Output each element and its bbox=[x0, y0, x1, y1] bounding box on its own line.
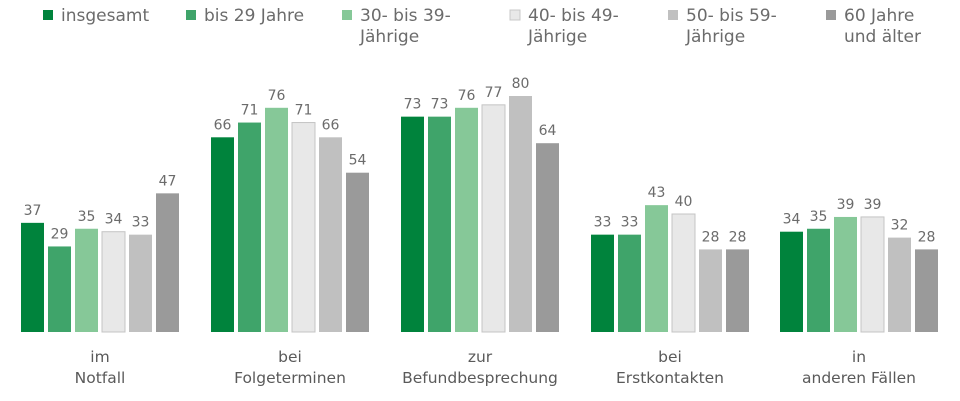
bar-series-2-cat-4 bbox=[618, 234, 641, 332]
value-label-series-6-cat-5: 28 bbox=[918, 229, 936, 245]
value-label-series-6-cat-3: 64 bbox=[539, 123, 557, 139]
value-label-series-1-cat-2: 66 bbox=[214, 117, 232, 133]
value-label-series-4-cat-2: 71 bbox=[295, 103, 313, 119]
legend-label-4-line-2: Jährige bbox=[527, 27, 587, 47]
value-label-series-2-cat-5: 35 bbox=[810, 209, 828, 225]
bar-series-4-cat-2 bbox=[291, 122, 316, 333]
bar-series-4-cat-4 bbox=[671, 213, 696, 333]
bar-series-3-cat-4 bbox=[645, 205, 668, 332]
legend-label-5-line-1: 50- bis 59- bbox=[686, 6, 777, 26]
value-label-series-2-cat-4: 33 bbox=[621, 215, 639, 231]
bar-series-6-cat-1 bbox=[156, 193, 179, 332]
category-label-2-line-1: bei bbox=[278, 348, 302, 366]
bar-series-6-cat-3 bbox=[536, 143, 559, 332]
value-label-series-3-cat-3: 76 bbox=[458, 88, 476, 104]
bar-series-3-cat-3 bbox=[455, 107, 478, 332]
legend-swatch-1 bbox=[43, 10, 53, 20]
bar-series-2-cat-5 bbox=[807, 228, 830, 332]
bar-series-6-cat-5 bbox=[915, 249, 938, 332]
category-label-5-line-1: in bbox=[852, 348, 866, 366]
legend-label-5-line-2: Jährige bbox=[685, 27, 745, 47]
legend-label-6-line-1: 60 Jahre bbox=[844, 6, 914, 26]
value-label-series-1-cat-5: 34 bbox=[783, 212, 801, 228]
bar-series-4-cat-3 bbox=[481, 104, 506, 333]
value-label-series-1-cat-3: 73 bbox=[404, 97, 422, 113]
legend: insgesamt bis 29 Jahre 30- bis 39-Jährige4… bbox=[43, 6, 921, 47]
value-label-series-5-cat-2: 66 bbox=[322, 117, 340, 133]
legend-label-3-line-1: 30- bis 39- bbox=[360, 6, 451, 26]
bar-series-3-cat-5 bbox=[834, 216, 857, 332]
bar-series-1-cat-4 bbox=[591, 234, 614, 332]
value-label-series-6-cat-1: 47 bbox=[159, 173, 177, 189]
value-label-series-2-cat-3: 73 bbox=[431, 97, 449, 113]
bar-series-2-cat-1 bbox=[48, 246, 71, 332]
bar-series-6-cat-2 bbox=[346, 172, 369, 332]
bar-series-1-cat-5 bbox=[780, 231, 803, 332]
value-label-series-3-cat-1: 35 bbox=[78, 209, 96, 225]
value-label-series-5-cat-5: 32 bbox=[891, 218, 909, 234]
value-label-series-6-cat-2: 54 bbox=[349, 153, 367, 169]
bar-series-3-cat-1 bbox=[75, 228, 98, 332]
bar-series-6-cat-4 bbox=[726, 249, 749, 332]
bars bbox=[21, 96, 938, 333]
value-label-series-3-cat-4: 43 bbox=[648, 185, 666, 201]
legend-label-6-line-2: und älter bbox=[844, 27, 921, 47]
bar-series-5-cat-3 bbox=[509, 96, 532, 332]
value-label-series-2-cat-1: 29 bbox=[51, 226, 69, 242]
value-label-series-3-cat-2: 76 bbox=[268, 88, 286, 104]
value-label-series-4-cat-5: 39 bbox=[864, 197, 882, 213]
value-label-series-6-cat-4: 28 bbox=[729, 229, 747, 245]
value-labels: 37 66 73 33 34 29 71 73 33 35 35 76 76 43 39 34 71 77 40 39… bbox=[24, 76, 936, 245]
value-label-series-5-cat-3: 80 bbox=[512, 76, 530, 92]
legend-label-4-line-1: 40- bis 49- bbox=[528, 6, 619, 26]
category-label-4-line-2: Erstkontakten bbox=[616, 369, 724, 387]
legend-label-1-line-1: insgesamt bbox=[61, 6, 149, 26]
bar-series-1-cat-1 bbox=[21, 222, 44, 332]
bar-series-5-cat-1 bbox=[129, 234, 152, 332]
value-label-series-3-cat-5: 39 bbox=[837, 197, 855, 213]
category-label-3-line-1: zur bbox=[468, 348, 493, 366]
value-label-series-1-cat-1: 37 bbox=[24, 203, 42, 219]
legend-swatch-6 bbox=[826, 10, 836, 20]
bar-series-1-cat-3 bbox=[401, 116, 424, 333]
legend-swatch-2 bbox=[186, 10, 196, 20]
bar-series-1-cat-2 bbox=[211, 137, 234, 332]
value-label-series-4-cat-1: 34 bbox=[105, 212, 123, 228]
bar-series-4-cat-5 bbox=[860, 216, 885, 333]
category-label-5-line-2: anderen Fällen bbox=[802, 369, 916, 387]
bar-series-5-cat-4 bbox=[699, 249, 722, 332]
value-label-series-1-cat-4: 33 bbox=[594, 215, 612, 231]
bar-series-3-cat-2 bbox=[265, 107, 288, 332]
legend-label-2-line-1: bis 29 Jahre bbox=[204, 6, 304, 26]
bar-series-2-cat-3 bbox=[428, 116, 451, 333]
bar-series-2-cat-2 bbox=[238, 122, 261, 332]
legend-swatch-5 bbox=[668, 10, 678, 20]
value-label-series-4-cat-4: 40 bbox=[675, 194, 693, 210]
category-label-3-line-2: Befundbesprechung bbox=[402, 369, 558, 387]
legend-swatch-3 bbox=[342, 10, 352, 20]
value-label-series-5-cat-4: 28 bbox=[702, 229, 720, 245]
value-label-series-5-cat-1: 33 bbox=[132, 215, 150, 231]
legend-label-3-line-2: Jährige bbox=[359, 27, 419, 47]
bar-series-5-cat-2 bbox=[319, 137, 342, 332]
bar-series-5-cat-5 bbox=[888, 237, 911, 332]
legend-swatch-4 bbox=[509, 9, 521, 21]
value-label-series-2-cat-2: 71 bbox=[241, 103, 259, 119]
bar-series-4-cat-1 bbox=[101, 231, 126, 333]
category-label-1-line-1: im bbox=[90, 348, 109, 366]
category-label-1-line-2: Notfall bbox=[75, 369, 126, 387]
value-label-series-4-cat-3: 77 bbox=[485, 85, 503, 101]
category-label-4-line-1: bei bbox=[658, 348, 682, 366]
category-label-2-line-2: Folgeterminen bbox=[234, 369, 346, 387]
category-labels: im Notfall bei Folgeterminen zur Befundbespre… bbox=[75, 348, 916, 387]
